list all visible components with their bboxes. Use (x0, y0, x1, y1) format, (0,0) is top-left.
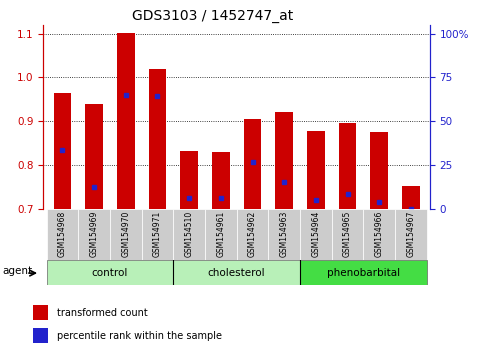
Bar (275, 113, 293, 209)
Bar (110, 209, 142, 260)
Bar (54, 93, 71, 209)
Text: agent: agent (2, 266, 32, 276)
Text: GSM154965: GSM154965 (343, 210, 352, 257)
Text: GSM154964: GSM154964 (312, 210, 320, 257)
Bar (181, 152, 198, 209)
Bar (244, 119, 261, 209)
Bar (47, 260, 173, 285)
Bar (212, 152, 229, 209)
Text: GSM154966: GSM154966 (375, 210, 384, 257)
Text: percentile rank within the sample: percentile rank within the sample (57, 331, 222, 341)
Text: GSM154962: GSM154962 (248, 210, 257, 257)
Text: GSM154967: GSM154967 (406, 210, 415, 257)
Bar (300, 209, 332, 260)
Text: GSM154970: GSM154970 (121, 210, 130, 257)
Text: control: control (92, 268, 128, 278)
Bar (173, 209, 205, 260)
Bar (85, 104, 103, 209)
Bar (142, 209, 173, 260)
Bar (307, 131, 325, 209)
Bar (370, 132, 388, 209)
Bar (173, 260, 300, 285)
Bar (395, 209, 426, 260)
Bar (149, 69, 166, 209)
Bar (332, 209, 363, 260)
Text: cholesterol: cholesterol (208, 268, 266, 278)
Text: GSM154971: GSM154971 (153, 210, 162, 257)
Bar (363, 209, 395, 260)
Bar (78, 209, 110, 260)
Bar (269, 209, 300, 260)
Bar (339, 122, 356, 209)
Text: GSM154969: GSM154969 (90, 210, 99, 257)
Bar (33, 328, 48, 343)
Text: transformed count: transformed count (57, 308, 148, 318)
Text: GSM154510: GSM154510 (185, 210, 194, 257)
Bar (237, 209, 269, 260)
Bar (402, 185, 420, 209)
Bar (300, 260, 426, 285)
Bar (205, 209, 237, 260)
Text: GDS3103 / 1452747_at: GDS3103 / 1452747_at (132, 9, 293, 23)
Text: GSM154968: GSM154968 (58, 210, 67, 257)
Text: GSM154961: GSM154961 (216, 210, 226, 257)
Text: phenobarbital: phenobarbital (327, 268, 400, 278)
Text: GSM154963: GSM154963 (280, 210, 289, 257)
Bar (117, 33, 135, 209)
Bar (47, 209, 78, 260)
Bar (33, 305, 48, 320)
